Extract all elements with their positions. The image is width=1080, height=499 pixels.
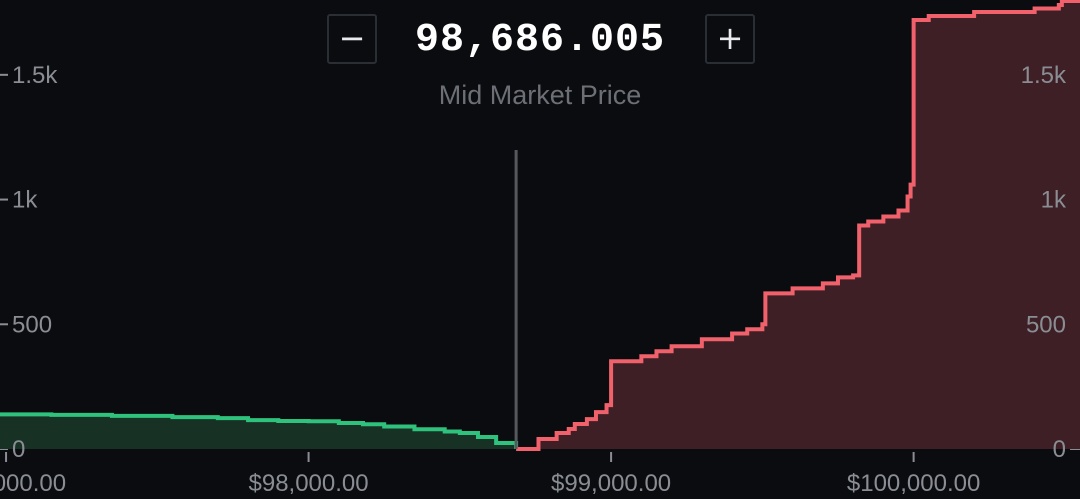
asks-line xyxy=(516,0,1080,451)
x-tick-label: $98,000.00 xyxy=(249,470,369,497)
y-tick-label-left: 1.5k xyxy=(12,62,58,89)
x-tick-label: $100,000.00 xyxy=(847,470,980,497)
y-tick-label-left: 0 xyxy=(12,436,25,463)
y-tick-label-left: 500 xyxy=(12,311,52,338)
y-tick-label-right: 500 xyxy=(1026,311,1066,338)
y-tick-label-right: 1.5k xyxy=(1021,62,1067,89)
mid-price-control: − 98,686.005 + xyxy=(0,12,1080,68)
x-tick-label: $99,000.00 xyxy=(551,470,671,497)
x-tick-label: $97,000.00 xyxy=(0,470,66,497)
mid-price-value: 98,686.005 xyxy=(414,18,666,63)
y-tick-label-left: 1k xyxy=(12,187,38,214)
bids-area xyxy=(0,414,517,449)
bids-line xyxy=(0,412,519,449)
mid-market-price-label: Mid Market Price xyxy=(438,80,642,110)
depth-areas xyxy=(0,0,1080,451)
decrease-price-button[interactable]: − xyxy=(327,14,377,64)
asks-area xyxy=(516,0,1080,449)
y-tick-label-right: 1k xyxy=(1041,187,1067,214)
increase-price-button[interactable]: + xyxy=(705,14,755,64)
y-tick-label-right: 0 xyxy=(1053,436,1066,463)
axis-tick-labels: 0 0 500 500 1k 1k 1.5k 1.5k $97,000.00 $98,000.00… xyxy=(0,62,1067,497)
